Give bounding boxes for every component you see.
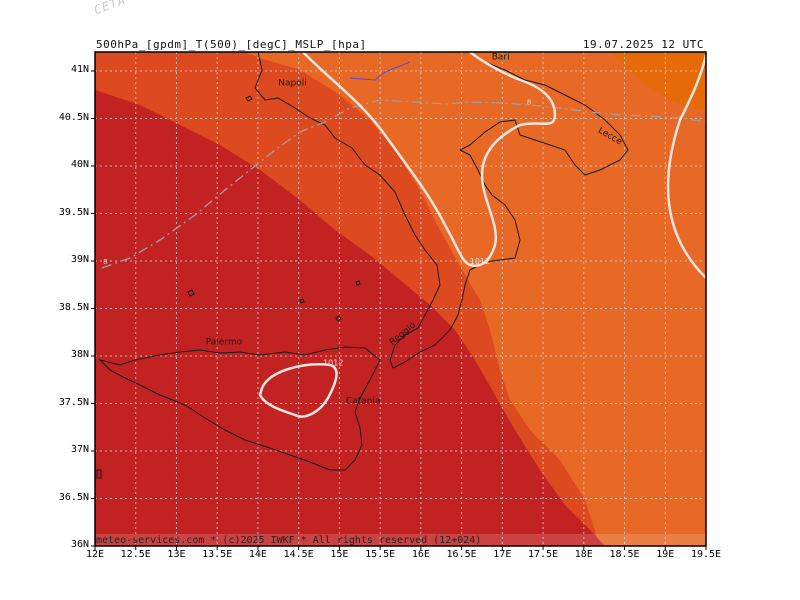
coast-sicily <box>98 346 381 471</box>
city-label: Palermo <box>206 338 243 348</box>
y-tick-label: 38N <box>70 349 89 360</box>
y-tick-label: 40N <box>70 159 89 170</box>
x-tick-label: 13.5E <box>202 549 233 560</box>
isobar-north <box>302 52 557 267</box>
isobar-label: 1012 <box>323 359 343 368</box>
isobars <box>258 52 706 418</box>
coast-taranto-gulf <box>459 52 629 176</box>
x-tick-label: 17.5E <box>528 549 559 560</box>
x-tick-label: 15E <box>330 549 349 560</box>
y-tick-label: 36N <box>70 539 89 550</box>
footer-strip <box>96 534 705 545</box>
city-label: Bari <box>492 53 510 63</box>
y-tick-label: 41N <box>70 64 89 75</box>
x-tick-label: 14.5E <box>283 549 314 560</box>
x-tick-label: 19E <box>656 549 675 560</box>
isobar-label: 1012 <box>470 257 490 266</box>
geopotential-contour <box>101 99 706 269</box>
y-tick-label: 40.5N <box>58 111 89 123</box>
coast-isle-small <box>96 95 361 479</box>
coast-tyrrhenian <box>254 52 441 369</box>
city-label: Napoli <box>278 78 306 88</box>
x-tick-label: 18E <box>574 549 593 560</box>
temp-band-dark-red <box>95 90 605 546</box>
chart-title: 500hPa_[gpdm]_T(500)_[degC]_MSLP_[hpa] <box>96 38 367 51</box>
y-tick-label: 39N <box>70 254 89 265</box>
chart-datetime: 19.07.2025 12 UTC <box>582 38 704 51</box>
plot-frame <box>94 51 707 547</box>
temp-band-orange <box>245 52 706 546</box>
contour-label: 8 <box>527 98 531 106</box>
y-tick-label: 36.5N <box>58 491 89 503</box>
contour-label: 8 <box>103 258 107 266</box>
copyright-footer: meteo-services.com * (c)2025 IWKF * All … <box>96 535 482 546</box>
x-tick-label: 15.5E <box>365 549 396 560</box>
temp-band-dark-orange <box>610 52 706 110</box>
isobar-east <box>666 54 706 279</box>
coastlines <box>96 52 629 479</box>
x-tick-label: 12E <box>85 549 105 560</box>
y-tick-label: 39.5N <box>58 206 89 218</box>
axis-ticks <box>91 70 707 550</box>
isobar-sicily-ring <box>258 363 338 418</box>
x-tick-label: 18.5E <box>609 549 640 560</box>
river-line <box>349 61 411 81</box>
y-tick-label: 38.5N <box>58 301 89 313</box>
coast-calabria-east <box>392 149 521 369</box>
x-tick-label: 16.5E <box>446 549 477 560</box>
x-tick-label: 14E <box>248 549 267 560</box>
x-tick-label: 17E <box>493 549 512 560</box>
x-tick-label: 19.5E <box>690 549 722 560</box>
y-tick-label: 37N <box>70 444 89 455</box>
x-tick-label: 13E <box>167 549 186 560</box>
x-tick-label: 12.5E <box>120 549 151 560</box>
city-label: Catania <box>346 397 381 407</box>
lat-lon-grid <box>95 52 706 546</box>
x-tick-label: 16E <box>411 549 430 560</box>
y-tick-label: 37.5N <box>58 396 89 408</box>
